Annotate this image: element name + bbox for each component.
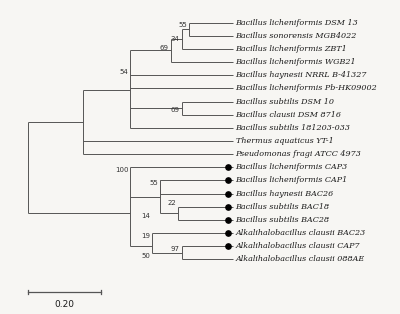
Text: Bacillus sonorensis MGB4022: Bacillus sonorensis MGB4022 [236,32,357,40]
Text: Bacillus subtilis BAC28: Bacillus subtilis BAC28 [236,216,330,224]
Text: 0.20: 0.20 [55,300,75,309]
Text: 22: 22 [167,200,176,206]
Text: Bacillus licheniformis CAP1: Bacillus licheniformis CAP1 [236,176,348,185]
Text: Alkalihalobacillus clausii CAP7: Alkalihalobacillus clausii CAP7 [236,242,360,250]
Text: Alkalihalobacillus clausii BAC23: Alkalihalobacillus clausii BAC23 [236,229,366,237]
Text: Thermus aquaticus YT-1: Thermus aquaticus YT-1 [236,137,333,145]
Text: 55: 55 [149,181,158,187]
Text: 14: 14 [142,213,150,219]
Text: Bacillus licheniformis CAP3: Bacillus licheniformis CAP3 [236,163,348,171]
Text: Bacillus clausii DSM 8716: Bacillus clausii DSM 8716 [236,111,342,119]
Text: Bacillus subtilis BAC18: Bacillus subtilis BAC18 [236,203,330,211]
Text: Bacillus licheniformis Pb-HK09002: Bacillus licheniformis Pb-HK09002 [236,84,377,92]
Text: Alkalihalobacillus clausii 088AE: Alkalihalobacillus clausii 088AE [236,256,365,263]
Text: Bacillus subtilis 181203-033: Bacillus subtilis 181203-033 [236,124,350,132]
Text: Bacillus subtilis DSM 10: Bacillus subtilis DSM 10 [236,98,334,106]
Text: 54: 54 [120,69,129,75]
Text: 69: 69 [171,107,180,113]
Text: Pseudomonas fragi ATCC 4973: Pseudomonas fragi ATCC 4973 [236,150,362,158]
Text: Bacillus licheniformis DSM 13: Bacillus licheniformis DSM 13 [236,19,358,26]
Text: 97: 97 [171,246,180,252]
Text: Bacillus haynesii NRRL B-41327: Bacillus haynesii NRRL B-41327 [236,71,367,79]
Text: Bacillus haynesii BAC26: Bacillus haynesii BAC26 [236,190,334,198]
Text: Bacillus licheniformis ZBT1: Bacillus licheniformis ZBT1 [236,45,347,53]
Text: 69: 69 [160,46,169,51]
Text: 100: 100 [115,167,129,173]
Text: 50: 50 [142,253,150,259]
Text: 55: 55 [178,22,187,29]
Text: Bacillus licheniformis WGB21: Bacillus licheniformis WGB21 [236,58,356,66]
Text: 34: 34 [171,35,180,42]
Text: 19: 19 [142,233,150,239]
